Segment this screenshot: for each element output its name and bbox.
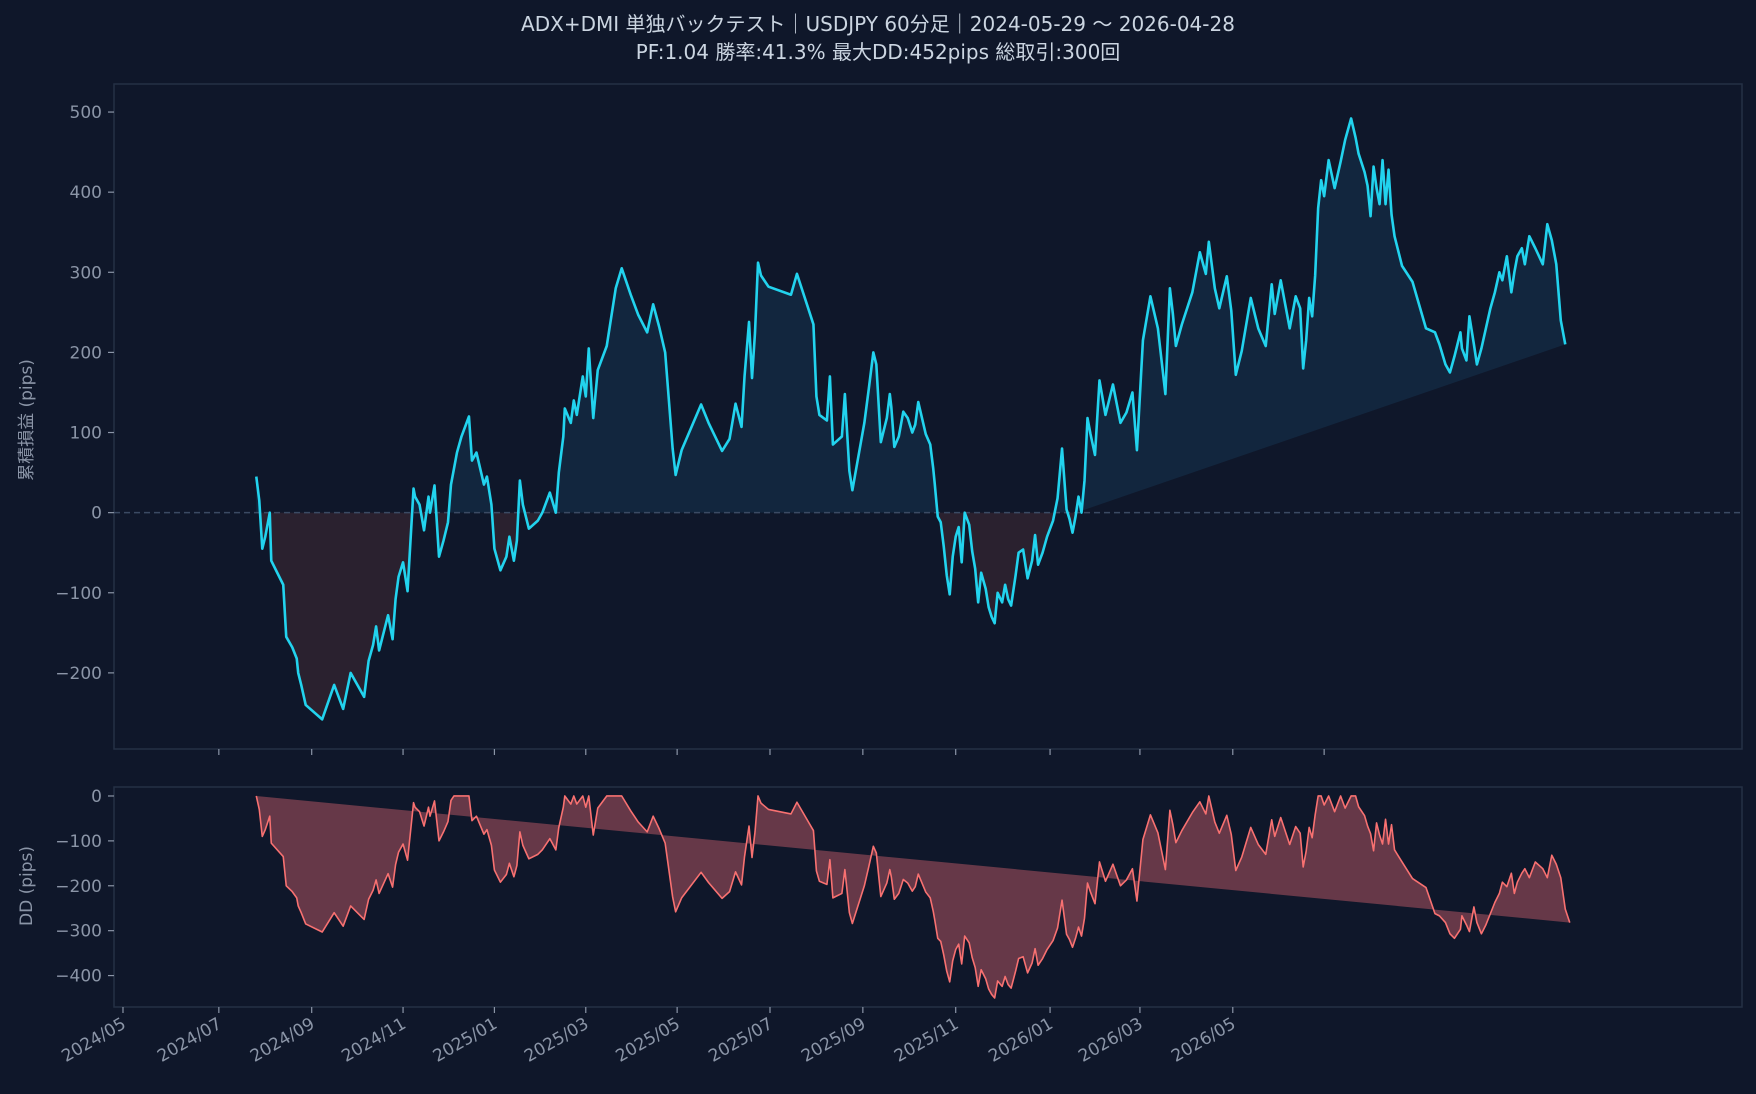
chart-title: ADX+DMI 単独バックテスト｜USDJPY 60分足｜2024-05-29 … xyxy=(521,12,1235,36)
chart-subtitle: PF:1.04 勝率:41.3% 最大DD:452pips 総取引:300回 xyxy=(636,40,1121,64)
equity-plot-frame xyxy=(113,83,1743,750)
equity-ylabel: 累積損益 (pips) xyxy=(17,359,37,481)
drawdown-ytick-label: −300 xyxy=(55,922,102,942)
equity-ytick-label: 400 xyxy=(70,183,102,203)
equity-panel: 500 400 300 200 100 0 −100 −200 累積損益 (pips) xyxy=(17,83,1743,755)
equity-ytick-label: 0 xyxy=(91,504,102,524)
drawdown-ylabel: DD (pips) xyxy=(17,846,37,926)
drawdown-line xyxy=(255,795,1571,999)
drawdown-area xyxy=(256,795,1570,999)
equity-line xyxy=(254,117,1567,721)
equity-ytick-label: 100 xyxy=(70,424,102,444)
equity-positive-fill xyxy=(448,416,492,513)
equity-negative-fill xyxy=(491,512,519,571)
equity-ytick-label: 500 xyxy=(70,103,102,123)
drawdown-ytick-label: −100 xyxy=(55,832,102,852)
drawdown-ytick-label: 0 xyxy=(91,787,102,807)
equity-ytick-label: −100 xyxy=(55,584,102,604)
drawdown-ytick-label: −200 xyxy=(55,877,102,897)
equity-positive-fill xyxy=(542,262,938,513)
equity-ytick-label: 300 xyxy=(70,263,102,283)
equity-negative-fill xyxy=(524,512,543,529)
equity-negative-fill xyxy=(937,512,1055,624)
equity-ytick-label: 200 xyxy=(70,343,102,363)
equity-positive-fill xyxy=(1076,118,1566,513)
equity-ytick-label: −200 xyxy=(55,664,102,684)
drawdown-ytick-label: −400 xyxy=(55,967,102,987)
